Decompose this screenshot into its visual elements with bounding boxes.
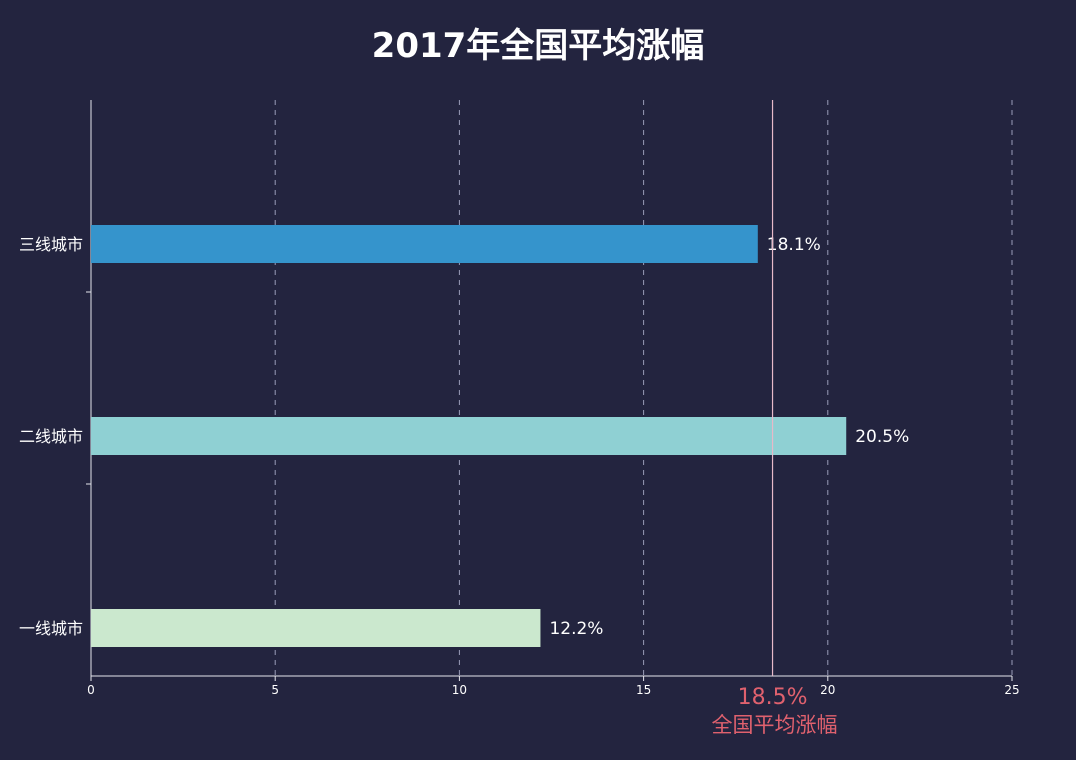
x-tick-label: 20: [820, 683, 835, 697]
bar: [91, 225, 758, 263]
category-label: 三线城市: [19, 235, 83, 254]
x-tick-label: 5: [271, 683, 279, 697]
bar: [91, 609, 541, 647]
reference-line-group: 18.5% 全国平均涨幅: [712, 100, 838, 737]
reference-value-label: 18.5%: [738, 685, 808, 710]
category-label: 一线城市: [19, 619, 83, 638]
bars: 三线城市 18.1% 二线城市 20.5% 一线城市 12.2%: [19, 225, 909, 647]
x-tick-label: 15: [636, 683, 651, 697]
chart-title: 2017年全国平均涨幅: [372, 26, 705, 66]
x-tick-label: 25: [1004, 683, 1019, 697]
reference-text-label: 全国平均涨幅: [712, 713, 838, 737]
bar-value-label: 20.5%: [855, 427, 909, 447]
bar-value-label: 18.1%: [767, 235, 821, 255]
axes: 0 5 10 15 20 25: [86, 100, 1020, 697]
x-tick-label: 0: [87, 683, 95, 697]
bar: [91, 417, 847, 455]
bar-value-label: 12.2%: [549, 619, 603, 639]
x-tick-label: 10: [452, 683, 467, 697]
category-label: 二线城市: [19, 427, 83, 446]
grid-lines: [274, 100, 1013, 676]
